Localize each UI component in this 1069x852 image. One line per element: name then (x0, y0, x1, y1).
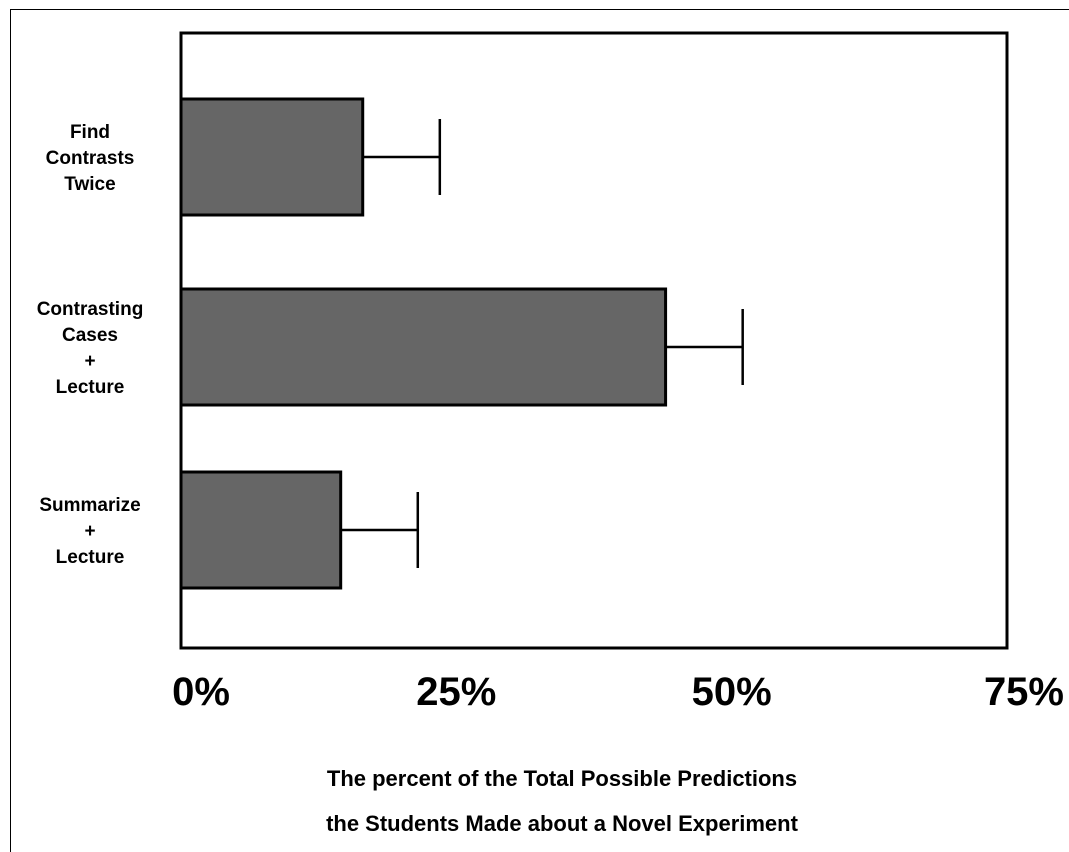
x-tick-label: 0% (172, 670, 230, 714)
bar (179, 287, 668, 407)
bars-layer (179, 97, 668, 590)
x-tick-label: 75% (984, 670, 1064, 714)
category-label-line: + (84, 521, 95, 542)
category-labels: Find Contrasts Twice Contrasting Cases + Lectu… (37, 122, 144, 568)
category-label: Find Contrasts Twice (46, 122, 135, 195)
x-axis-label-line: The percent of the Total Possible Predic… (327, 766, 797, 791)
category-label: Contrasting Cases + Lecture (37, 299, 144, 398)
chart-frame (10, 9, 1069, 852)
category-label-line: Lecture (56, 377, 125, 398)
category-label-line: Lecture (56, 547, 125, 568)
error-bars-layer (340, 119, 744, 568)
category-label-line: + (84, 351, 95, 372)
category-label-line: Cases (62, 325, 118, 346)
category-label-line: Twice (64, 174, 115, 195)
category-label-line: Contrasting (37, 299, 144, 320)
x-axis-label-line: the Students Made about a Novel Experime… (326, 811, 799, 836)
x-axis-label: The percent of the Total Possible Predic… (326, 766, 799, 836)
category-label-line: Summarize (39, 495, 140, 516)
category-label: Summarize + Lecture (39, 495, 140, 568)
category-label-line: Contrasts (46, 148, 135, 169)
x-tick-label: 50% (692, 670, 772, 714)
bar (179, 97, 365, 217)
bar (179, 470, 343, 590)
x-tick-labels: 0% 25% 50% 75% (172, 670, 1064, 714)
x-tick-label: 25% (416, 670, 496, 714)
category-label-line: Find (70, 122, 110, 143)
